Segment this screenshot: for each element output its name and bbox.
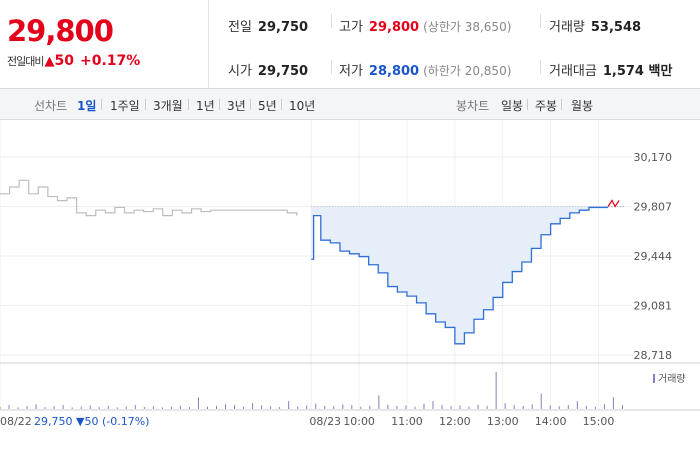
y-tick-label: 29,081: [634, 300, 673, 313]
prev-day-line: [0, 179, 298, 217]
tab-separator: [145, 99, 146, 110]
today-price-line: [311, 206, 609, 345]
divider: [331, 14, 332, 28]
current-price-box: 29,800 전일대비▲50 +0.17%: [0, 0, 209, 88]
low-cell: 저가 28,800 (하한가 20,850): [339, 60, 511, 79]
last-price-marker: [607, 199, 620, 208]
y-tick-label: 29,807: [634, 201, 673, 214]
tab-separator: [219, 99, 220, 110]
tab-separator: [250, 99, 251, 110]
line-chart-title: 선차트: [34, 99, 68, 113]
x-tick-label: 08/23: [309, 415, 341, 428]
change-row: 전일대비▲50 +0.17%: [7, 53, 140, 69]
up-arrow-icon: ▲: [44, 54, 55, 69]
x-tick-label: 10:00: [343, 415, 375, 428]
chart-toolbar: 선차트 1일 1주일 3개월 1년 3년 5년 10년 봉차트 일봉 주봉 월봉: [0, 89, 700, 120]
volume-legend-label: 거래량: [658, 373, 686, 385]
tab-10year[interactable]: 10년: [289, 99, 316, 113]
x-tick-label: 12:00: [439, 415, 471, 428]
open-label: 시가: [228, 64, 252, 79]
candle-chart-title: 봉차트: [456, 99, 490, 113]
tab-1year[interactable]: 1년: [196, 99, 215, 113]
volume-label: 거래량: [549, 20, 585, 35]
tab-1day[interactable]: 1일: [77, 99, 97, 113]
tab-monthly-candle[interactable]: 월봉: [571, 99, 594, 113]
prev-close-label: 전일: [228, 20, 252, 35]
open-cell: 시가 29,750: [228, 60, 308, 79]
tab-3month[interactable]: 3개월: [153, 99, 183, 113]
x-tick-label: 08/22: [0, 415, 32, 428]
tab-5year[interactable]: 5년: [258, 99, 277, 113]
change-percent: +0.17%: [79, 53, 141, 69]
x-tick-label: 14:00: [535, 415, 567, 428]
open-value: 29,750: [257, 64, 309, 79]
high-cell: 고가 29,800 (상한가 38,650): [339, 16, 511, 35]
y-tick-label: 29,444: [634, 250, 673, 263]
quote-header: 29,800 전일대비▲50 +0.17% 전일 29,750 고가 29,800 (상…: [0, 0, 700, 89]
change-value: 50: [54, 53, 74, 69]
low-value: 28,800: [368, 64, 420, 79]
tab-3year[interactable]: 3년: [227, 99, 246, 113]
x-tick-label: 15:00: [583, 415, 615, 428]
high-value: 29,800: [368, 20, 420, 35]
divider: [540, 14, 541, 28]
tab-weekly-candle[interactable]: 주봉: [535, 99, 558, 113]
prev-close-value: 29,750: [257, 20, 309, 35]
area-fill: [311, 206, 609, 344]
low-label: 저가: [339, 64, 363, 79]
divider: [540, 60, 541, 74]
volume-cell: 거래량 53,548: [549, 16, 641, 35]
amount-label: 거래대금: [549, 64, 597, 79]
y-tick-label: 30,170: [634, 151, 673, 164]
volume-legend-swatch: [653, 374, 655, 383]
change-label: 전일대비: [7, 55, 44, 68]
divider: [331, 60, 332, 74]
price-chart: 30,170 29,807 29,444 29,081 28,718 거래량 08/22 08…: [0, 120, 700, 450]
upper-limit: (상한가 38,650): [423, 20, 512, 34]
tab-separator: [527, 99, 528, 110]
tab-separator: [101, 99, 102, 110]
price-chart-svg: 30,170 29,807 29,444 29,081 28,718 거래량 08/22 08…: [0, 120, 700, 428]
y-tick-label: 28,718: [634, 349, 673, 362]
prev-close-cell: 전일 29,750: [228, 16, 308, 35]
tab-1week[interactable]: 1주일: [110, 99, 140, 113]
high-label: 고가: [339, 20, 363, 35]
tab-separator: [188, 99, 189, 110]
current-price: 29,800: [7, 14, 114, 48]
amount-value: 1,574 백만: [602, 64, 673, 79]
volume-value: 53,548: [590, 20, 642, 35]
tab-separator: [561, 99, 562, 110]
lower-limit: (하한가 20,850): [423, 64, 512, 78]
amount-cell: 거래대금 1,574 백만: [549, 60, 672, 79]
tab-separator: [281, 99, 282, 110]
x-tick-label: 13:00: [487, 415, 519, 428]
prev-day-footer: 29,750 ▼50 (-0.17%): [34, 415, 149, 428]
tab-daily-candle[interactable]: 일봉: [501, 99, 524, 113]
x-tick-label: 11:00: [391, 415, 423, 428]
